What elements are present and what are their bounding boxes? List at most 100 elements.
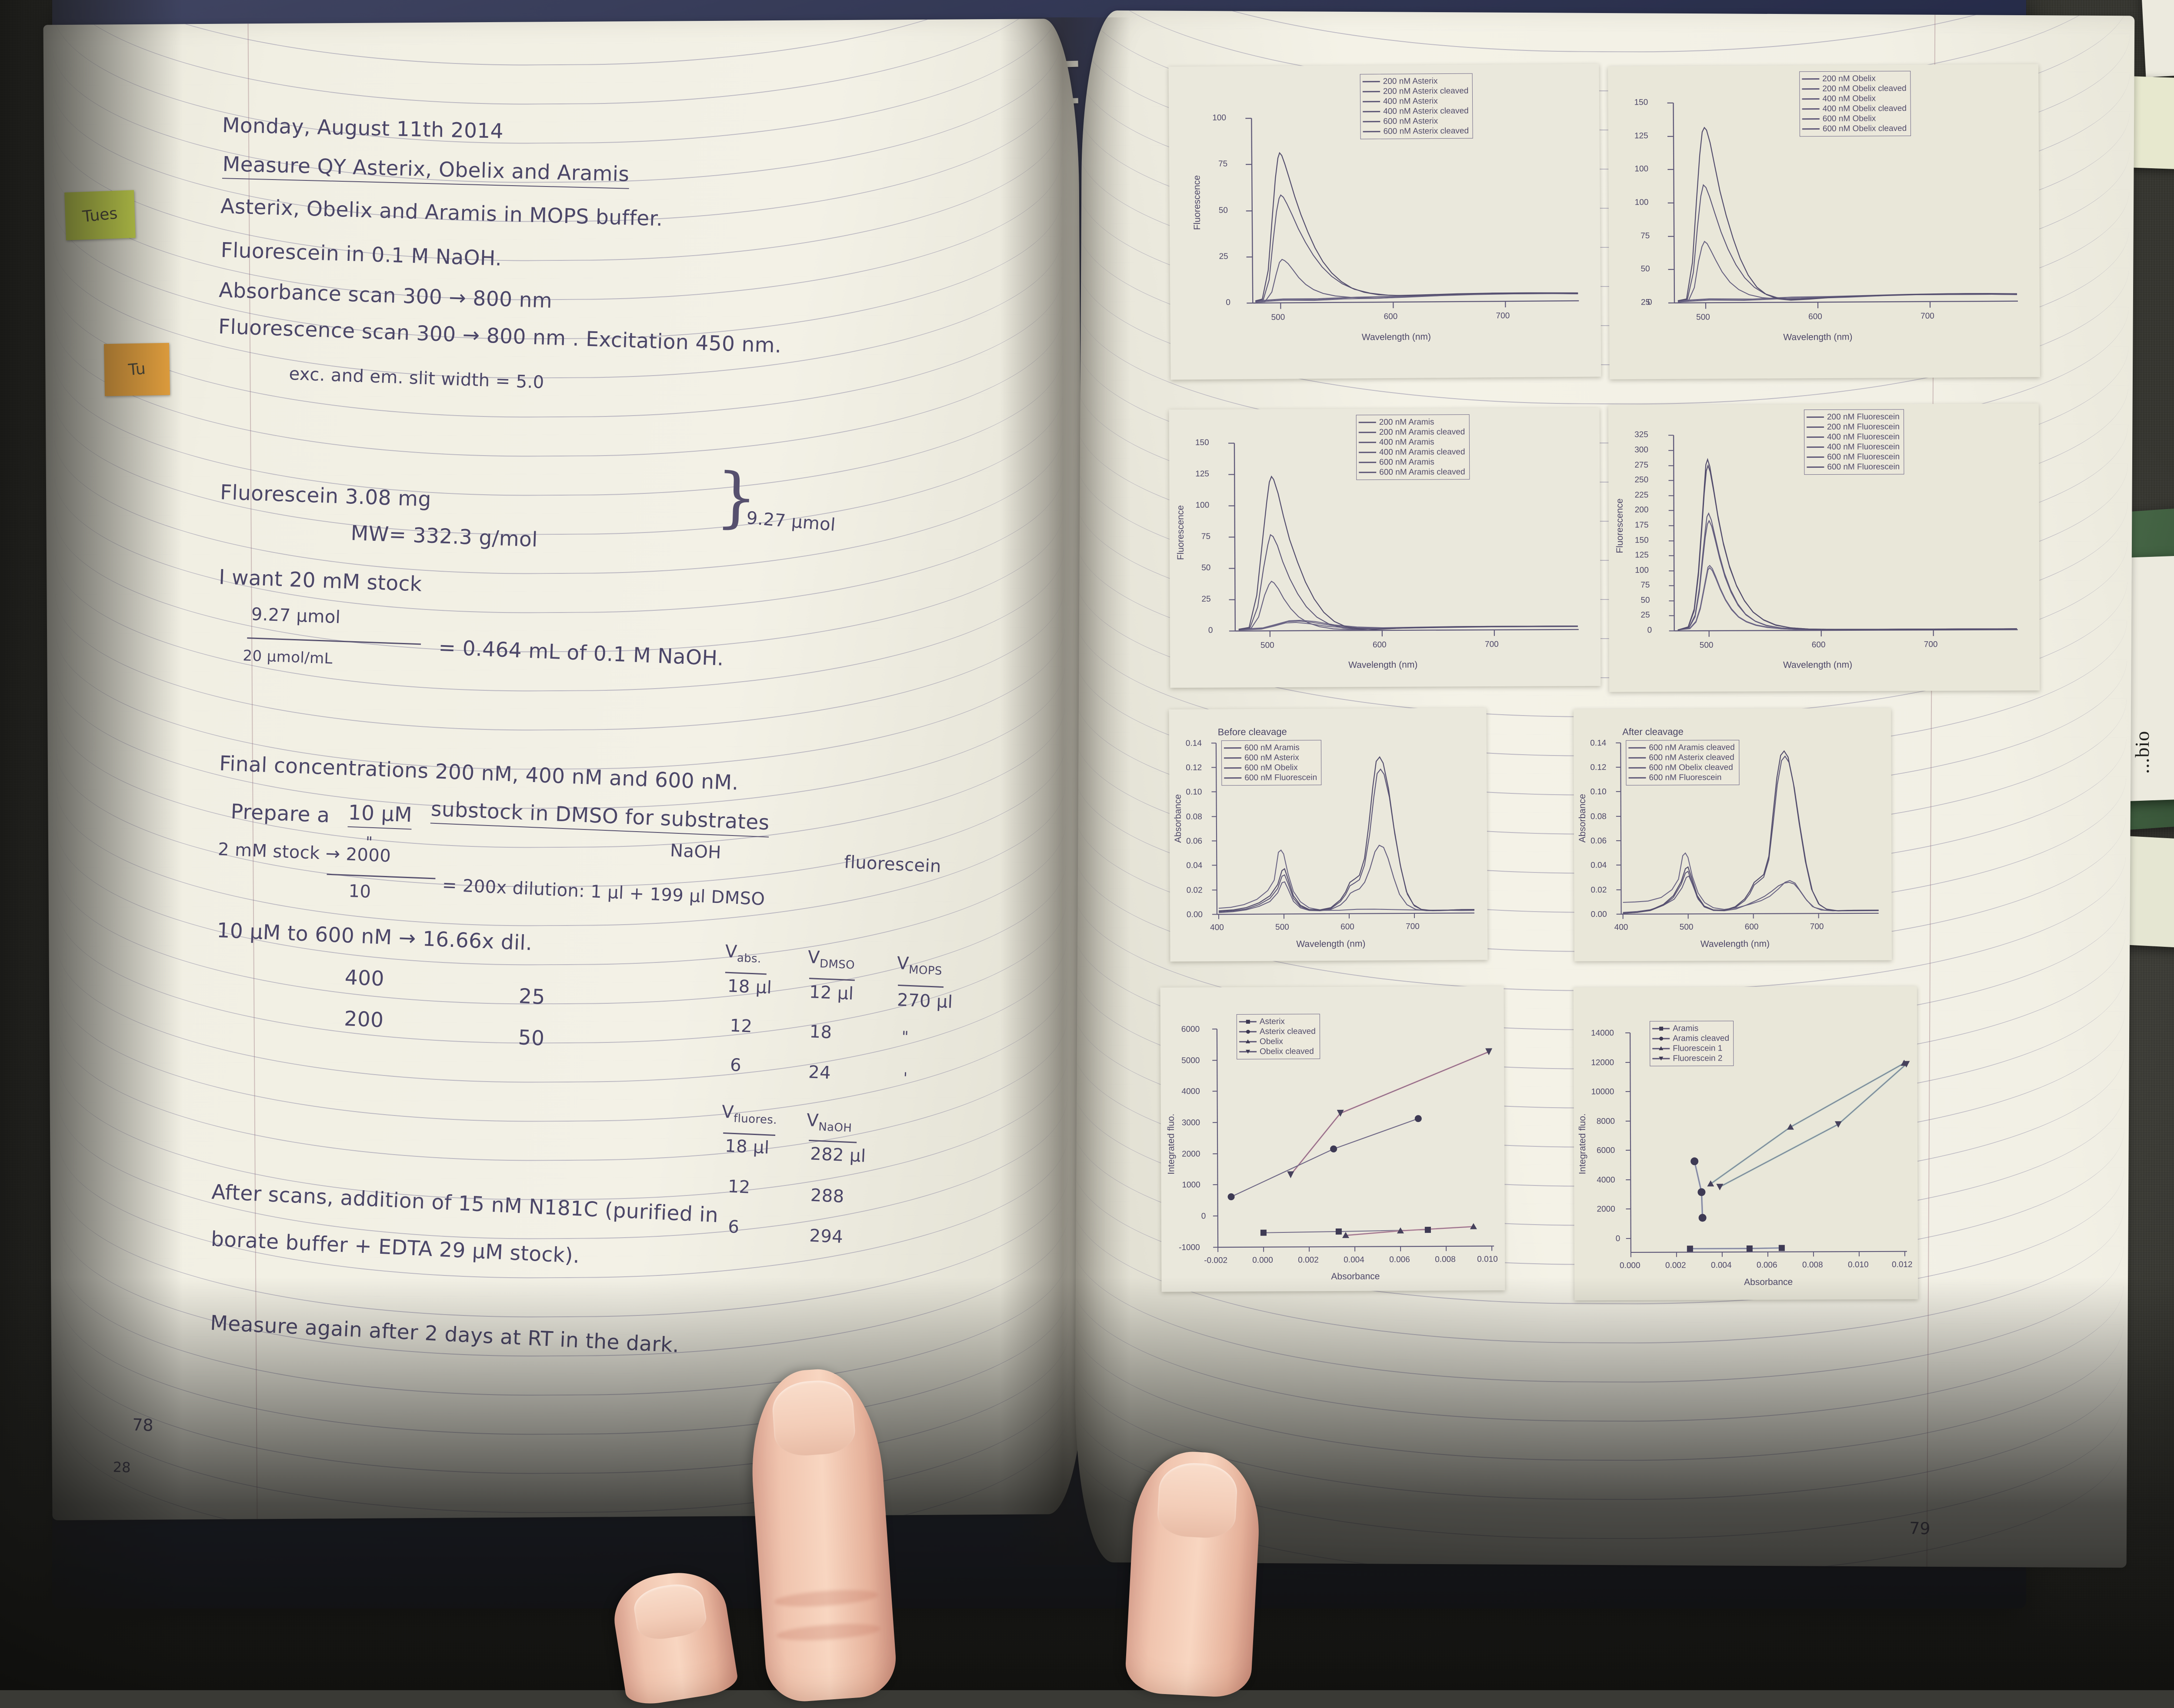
legend-line-swatch	[1629, 777, 1646, 779]
legend-label: 400 nM Asterix	[1383, 97, 1438, 107]
integrated-fluo-asterix-obelix-plot	[1160, 986, 1505, 1292]
y-tick: 0.08	[1186, 812, 1202, 822]
triangle-down-marker-icon	[1659, 1057, 1663, 1061]
legend-item: 400 nM Aramis	[1359, 437, 1465, 447]
y-tick: 125	[1634, 131, 1648, 141]
legend-label: Fluorescein 2	[1673, 1054, 1722, 1063]
legend-label: Aramis	[1673, 1024, 1698, 1033]
legend-label: 200 nM Aramis cleaved	[1379, 427, 1465, 437]
circle-marker-icon	[1659, 1037, 1663, 1041]
legend-item: 600 nM Obelix	[1802, 113, 1907, 124]
prepare-label: Prepare a	[230, 800, 330, 828]
chart-card-asterix-emission: 100 75 50 25 0 500 600 700 Wavelength (n…	[1168, 64, 1601, 380]
legend-label: 600 nM Asterix cleaved	[1383, 126, 1469, 136]
legend-line-swatch	[1802, 98, 1820, 100]
y-axis-title: Integrated fluo.	[1577, 1113, 1588, 1174]
fingernail	[1157, 1462, 1238, 1539]
y-tick: 0.02	[1187, 886, 1203, 896]
legend-item: Obelix	[1239, 1036, 1316, 1047]
legend-label: 600 nM Obelix cleaved	[1649, 762, 1733, 772]
legend-line-swatch	[1224, 767, 1241, 769]
legend-integrated-fluo-aramis-fluorescein: Aramis Aramis cleaved Fluorescein 1 Fluo…	[1650, 1021, 1734, 1066]
x-tick: 0.004	[1711, 1261, 1732, 1270]
table1-cell: 12	[730, 1015, 753, 1036]
legend-label: 400 nM Obelix cleaved	[1823, 104, 1907, 114]
y-tick: 8000	[1597, 1117, 1615, 1126]
y-tick: 25	[1201, 595, 1210, 604]
x-tick: 700	[1810, 922, 1824, 932]
legend-line-swatch	[1359, 422, 1376, 423]
fingernail	[631, 1580, 709, 1643]
y-tick: 0	[1647, 626, 1652, 635]
legend-integrated-fluo-asterix-obelix: Asterix Asterix cleaved Obelix Obelix cl…	[1237, 1014, 1320, 1059]
table1-cell: 24	[808, 1062, 831, 1083]
x-tick: 600	[1812, 640, 1826, 650]
chart-card-absorbance-before: Before cleavage 0.14 0.12 0.10 0.08 0.06…	[1169, 708, 1487, 962]
y-tick: 0.12	[1186, 763, 1202, 773]
chart-card-integrated-fluo-aramis-fluorescein: 14000 12000 10000 8000 6000 4000 2000 0 …	[1574, 986, 1918, 1301]
legend-item: 600 nM Aramis	[1224, 742, 1317, 753]
y-tick: 6000	[1181, 1025, 1200, 1034]
y-tick: 100	[1635, 566, 1649, 575]
legend-item: 600 nM Fluorescein	[1224, 772, 1317, 783]
y-tick: 150	[1195, 438, 1209, 448]
integrated-fluo-aramis-fluorescein-plot	[1574, 986, 1918, 1301]
table2-cell: 12	[727, 1176, 751, 1197]
triangle-down-marker-icon	[1246, 1050, 1250, 1054]
y-tick: 250	[1634, 475, 1648, 485]
y-tick: 50	[1219, 206, 1228, 216]
panel-title-after-cleavage: After cleavage	[1622, 726, 1684, 737]
legend-label: 600 nM Obelix	[1823, 114, 1876, 124]
y-tick: 25	[1219, 252, 1228, 262]
legend-item: 600 nM Obelix	[1224, 762, 1317, 773]
y-axis-title: Fluorescence	[1176, 505, 1187, 560]
legend-line-swatch	[1239, 1041, 1257, 1042]
y-tick: 0.10	[1590, 787, 1607, 797]
y-tick: 0.06	[1590, 836, 1607, 846]
y-tick: 12000	[1591, 1058, 1614, 1068]
y-tick: 0.04	[1186, 861, 1202, 871]
x-tick: 700	[1485, 640, 1499, 649]
y-tick: 200	[1635, 505, 1649, 515]
legend-item: 600 nM Asterix	[1363, 116, 1469, 127]
legend-line-swatch	[1224, 777, 1241, 779]
y-tick: 175	[1635, 520, 1649, 530]
y-tick: 0.00	[1187, 910, 1203, 920]
x-axis-title: Wavelength (nm)	[1362, 332, 1431, 343]
legend-item: 400 nM Obelix	[1802, 93, 1906, 104]
table2-cell: 282 µl	[810, 1144, 867, 1166]
legend-item: 200 nM Fluorescein	[1807, 412, 1900, 422]
legend-line-swatch	[1807, 446, 1824, 448]
legend-item: 600 nM Fluorescein	[1807, 452, 1900, 462]
table1-cell: 270 µl	[897, 990, 953, 1012]
legend-label: 200 nM Aramis	[1379, 417, 1434, 427]
table2-header-vfluores: Vfluores.	[721, 1102, 778, 1127]
legend-label: 400 nM Aramis cleaved	[1379, 447, 1465, 457]
table1-cell: 12 µl	[809, 982, 854, 1004]
knuckle-crease	[774, 1587, 879, 1609]
y-tick-100: 100	[1634, 164, 1648, 174]
y-tick: 1000	[1182, 1180, 1200, 1190]
legend-item: Fluorescein 1	[1652, 1043, 1729, 1054]
y-tick	[1647, 331, 1650, 341]
circle-marker-icon	[1246, 1030, 1250, 1034]
y-tick: 0.08	[1590, 812, 1607, 822]
y-tick: 10000	[1591, 1087, 1614, 1097]
legend-line-swatch	[1359, 462, 1376, 463]
x-tick: 600	[1384, 312, 1397, 322]
legend-line-swatch	[1802, 88, 1819, 90]
x-tick: 500	[1696, 313, 1710, 322]
legend-label: 600 nM Aramis	[1379, 457, 1434, 467]
legend-item: 400 nM Obelix cleaved	[1802, 103, 1907, 114]
legend-line-swatch	[1802, 78, 1819, 80]
legend-line-swatch	[1807, 426, 1824, 428]
legend-label: 600 nM Aramis cleaved	[1379, 467, 1465, 477]
table1-header-vmops: VMOPS	[897, 953, 943, 978]
legend-label: 200 nM Fluorescein	[1827, 412, 1900, 422]
legend-label: 600 nM Fluorescein	[1649, 773, 1722, 783]
legend-line-swatch	[1359, 472, 1376, 473]
chart-card-fluorescein-emission: 325 300 275 250 225 200 175 150 125 100 …	[1608, 403, 2040, 692]
legend-label: 400 nM Fluorescein	[1827, 432, 1900, 442]
legend-item: 600 nM Fluorescein	[1629, 772, 1735, 783]
legend-label: 600 nM Fluorescein	[1827, 452, 1900, 462]
